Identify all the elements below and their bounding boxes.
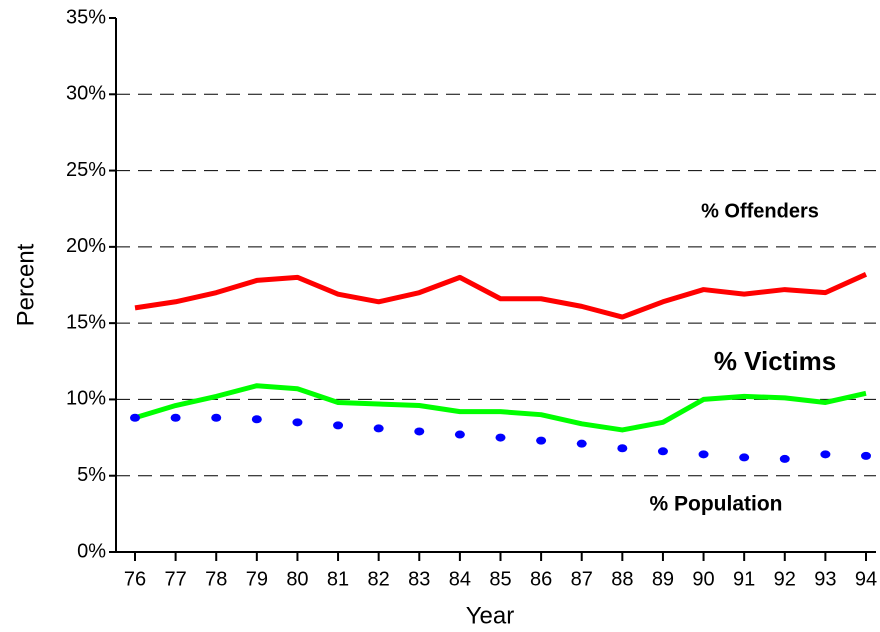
series-line bbox=[134, 272, 868, 320]
data-point bbox=[657, 447, 668, 456]
data-point bbox=[698, 450, 709, 459]
series-label: % Victims bbox=[714, 346, 836, 376]
data-point bbox=[130, 413, 140, 422]
x-tick-label: 85 bbox=[489, 568, 511, 590]
x-tick-label: 88 bbox=[611, 568, 633, 590]
x-tick-label: 86 bbox=[530, 568, 552, 590]
x-tick-label: 77 bbox=[164, 568, 186, 590]
data-point bbox=[495, 433, 506, 442]
y-tick-label: 35% bbox=[66, 6, 106, 28]
x-tick-label: 93 bbox=[814, 568, 836, 590]
x-tick-label: 90 bbox=[692, 568, 714, 590]
data-point bbox=[170, 413, 181, 422]
data-point bbox=[779, 454, 790, 463]
y-tick-label: 25% bbox=[66, 159, 106, 181]
y-axis-label: Percent bbox=[12, 243, 39, 326]
y-tick-label: 15% bbox=[66, 311, 106, 333]
x-tick-label: 78 bbox=[205, 568, 227, 590]
series-line bbox=[134, 383, 867, 433]
data-point bbox=[333, 421, 344, 430]
y-tick-label: 20% bbox=[66, 235, 106, 257]
data-point bbox=[292, 418, 303, 427]
y-tick-label: 0% bbox=[77, 540, 106, 562]
data-point bbox=[211, 413, 222, 422]
data-point bbox=[739, 453, 750, 462]
series-label: % Population bbox=[650, 493, 783, 516]
x-tick-label: 84 bbox=[449, 568, 471, 590]
data-point bbox=[373, 424, 384, 433]
x-tick-label: 76 bbox=[124, 568, 146, 590]
y-tick-label: 30% bbox=[66, 83, 106, 105]
x-tick-label: 91 bbox=[733, 568, 755, 590]
x-tick-label: 80 bbox=[286, 568, 308, 590]
x-tick-label: 94 bbox=[855, 568, 877, 590]
data-point bbox=[454, 430, 465, 439]
x-axis-label: Year bbox=[466, 602, 515, 629]
data-point bbox=[861, 451, 871, 460]
x-tick-label: 87 bbox=[571, 568, 593, 590]
x-tick-label: 83 bbox=[408, 568, 430, 590]
x-tick-label: 79 bbox=[246, 568, 268, 590]
x-tick-label: 92 bbox=[774, 568, 796, 590]
data-point bbox=[617, 444, 628, 453]
data-point bbox=[576, 439, 587, 448]
data-point bbox=[536, 436, 547, 445]
y-tick-label: 5% bbox=[77, 464, 106, 486]
y-tick-label: 10% bbox=[66, 388, 106, 410]
data-point bbox=[251, 415, 262, 424]
x-tick-label: 82 bbox=[368, 568, 390, 590]
data-point bbox=[414, 427, 425, 436]
x-tick-label: 89 bbox=[652, 568, 674, 590]
series-label: % Offenders bbox=[701, 200, 819, 222]
data-point bbox=[820, 450, 831, 459]
x-tick-label: 81 bbox=[327, 568, 349, 590]
